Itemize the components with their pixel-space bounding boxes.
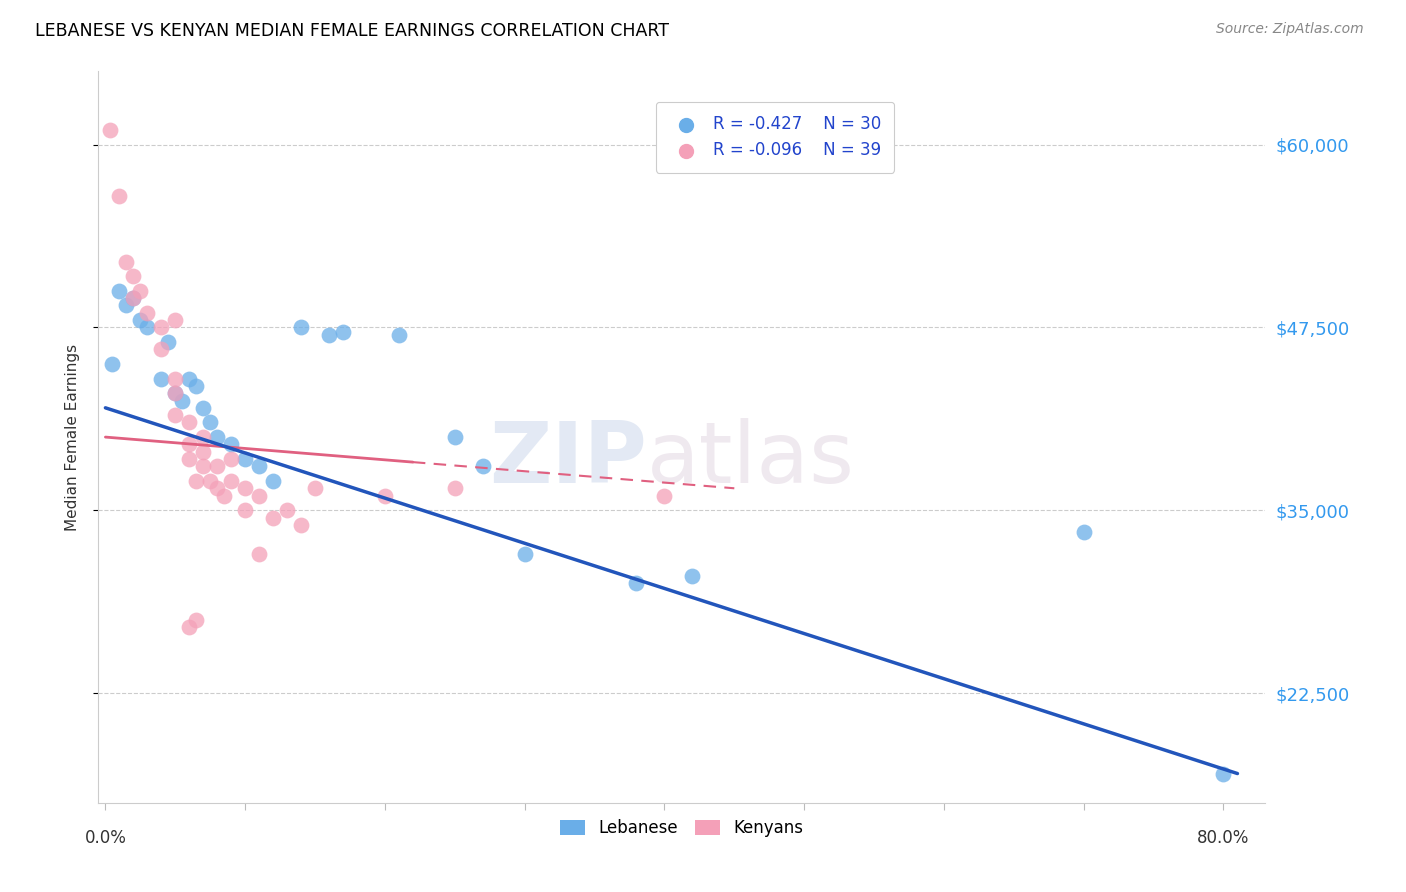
Text: LEBANESE VS KENYAN MEDIAN FEMALE EARNINGS CORRELATION CHART: LEBANESE VS KENYAN MEDIAN FEMALE EARNING… xyxy=(35,22,669,40)
Point xyxy=(150,343,173,357)
Point xyxy=(193,459,215,474)
Point xyxy=(290,320,312,334)
Point xyxy=(1212,766,1234,780)
Point xyxy=(276,503,298,517)
Point xyxy=(513,547,536,561)
Legend: Lebanese, Kenyans: Lebanese, Kenyans xyxy=(553,811,811,846)
Point xyxy=(179,452,201,467)
Point xyxy=(150,371,173,385)
Point xyxy=(219,452,242,467)
Point xyxy=(179,416,201,430)
Point xyxy=(332,325,354,339)
Point xyxy=(122,269,145,284)
Point xyxy=(165,371,187,385)
Text: 80.0%: 80.0% xyxy=(1198,830,1250,847)
Point xyxy=(186,379,208,393)
Point xyxy=(471,459,494,474)
Point xyxy=(129,313,152,327)
Point xyxy=(193,401,215,415)
Point xyxy=(179,371,201,385)
Point xyxy=(219,474,242,488)
Point xyxy=(157,334,180,349)
Point xyxy=(443,430,465,444)
Point xyxy=(654,489,676,503)
Point xyxy=(374,489,396,503)
Point xyxy=(179,437,201,451)
Point xyxy=(233,481,256,495)
Point xyxy=(165,386,187,401)
Point xyxy=(681,569,703,583)
Text: Source: ZipAtlas.com: Source: ZipAtlas.com xyxy=(1216,22,1364,37)
Point xyxy=(304,481,326,495)
Point xyxy=(247,459,270,474)
Point xyxy=(233,503,256,517)
Point xyxy=(193,444,215,458)
Point xyxy=(165,313,187,327)
Point xyxy=(122,291,145,305)
Point xyxy=(108,188,131,202)
Point xyxy=(172,393,194,408)
Point xyxy=(233,452,256,467)
Y-axis label: Median Female Earnings: Median Female Earnings xyxy=(65,343,80,531)
Point xyxy=(212,489,235,503)
Point xyxy=(129,284,152,298)
Point xyxy=(247,489,270,503)
Point xyxy=(262,474,284,488)
Text: ZIP: ZIP xyxy=(489,417,647,500)
Point xyxy=(150,320,173,334)
Point xyxy=(108,284,131,298)
Point xyxy=(122,291,145,305)
Point xyxy=(136,306,159,320)
Point xyxy=(1073,525,1095,540)
Point xyxy=(101,357,124,371)
Point xyxy=(165,408,187,422)
Point xyxy=(186,613,208,627)
Point xyxy=(136,320,159,334)
Point xyxy=(193,430,215,444)
Point xyxy=(179,620,201,634)
Point xyxy=(318,327,340,342)
Point xyxy=(200,416,222,430)
Point xyxy=(200,474,222,488)
Point xyxy=(165,386,187,401)
Point xyxy=(186,474,208,488)
Point xyxy=(98,123,121,137)
Point xyxy=(247,547,270,561)
Point xyxy=(290,517,312,532)
Point xyxy=(115,254,138,268)
Point xyxy=(388,327,411,342)
Text: 0.0%: 0.0% xyxy=(84,830,127,847)
Point xyxy=(205,430,228,444)
Point xyxy=(219,437,242,451)
Point xyxy=(205,481,228,495)
Point xyxy=(626,576,648,591)
Text: atlas: atlas xyxy=(647,417,855,500)
Point xyxy=(443,481,465,495)
Point xyxy=(115,298,138,312)
Point xyxy=(262,510,284,524)
Point xyxy=(205,459,228,474)
